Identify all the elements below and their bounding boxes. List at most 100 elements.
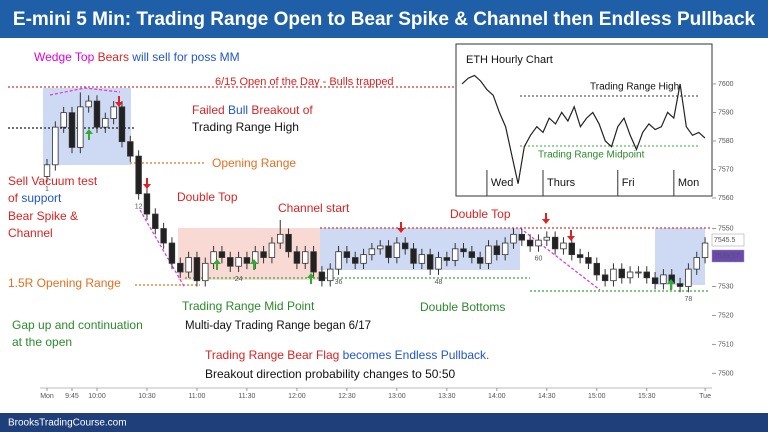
candle-body bbox=[177, 262, 184, 273]
candle-body bbox=[410, 248, 417, 264]
price-tag bbox=[711, 249, 745, 263]
footer: BrooksTradingCourse.com bbox=[8, 418, 127, 429]
annotation: Double Top bbox=[450, 207, 511, 221]
inset-title: ETH Hourly Chart bbox=[466, 54, 553, 66]
candle-body bbox=[468, 251, 476, 258]
candle-body bbox=[635, 271, 642, 274]
buy-arrow bbox=[307, 273, 315, 284]
inset-frame bbox=[455, 43, 713, 197]
y-tick-label: 7510 bbox=[718, 341, 734, 348]
buy-arrow bbox=[85, 129, 93, 140]
annotation: Trading Range Mid Point bbox=[182, 299, 315, 313]
x-tick-label: 12:30 bbox=[338, 393, 356, 400]
candle-body bbox=[510, 233, 517, 244]
candle-body bbox=[110, 106, 117, 119]
inset-annotation: Trading Range High bbox=[590, 82, 679, 93]
candle-body bbox=[268, 242, 276, 258]
candle-body bbox=[651, 277, 659, 284]
candle-body bbox=[601, 274, 609, 282]
candle-body bbox=[460, 248, 467, 253]
bar-number: 48 bbox=[435, 279, 443, 286]
annotation: 6/15 Open of the Day - Bulls trapped bbox=[215, 76, 394, 88]
annotation: 1.5R Opening Range bbox=[8, 276, 121, 290]
candle-body bbox=[626, 271, 634, 279]
x-tick-label: 11:30 bbox=[238, 393, 255, 400]
candle-body bbox=[243, 257, 251, 264]
bar-number: 12 bbox=[135, 203, 143, 210]
x-tick-label: Thurs bbox=[547, 177, 576, 189]
annotation: Gap up and continuation bbox=[12, 318, 143, 332]
candle-body bbox=[60, 112, 67, 128]
y-tick-label: 7580 bbox=[718, 138, 734, 145]
y-tick-label: 7550 bbox=[718, 225, 734, 232]
x-tick-label: Tue bbox=[699, 393, 711, 400]
annotation: Double Bottoms bbox=[420, 300, 505, 314]
x-tick-label: 14:00 bbox=[488, 393, 506, 400]
inset-annotation: Trading Range Midpoint bbox=[538, 150, 645, 161]
candle-body bbox=[593, 262, 600, 276]
annotation: at the open bbox=[12, 335, 72, 349]
x-tick-label: Fri bbox=[622, 177, 635, 189]
x-tick-label: Mon bbox=[678, 177, 699, 189]
y-tick-label: 7520 bbox=[718, 312, 734, 319]
candle-body bbox=[576, 254, 584, 258]
candle-body bbox=[526, 239, 534, 247]
x-tick-label: 12:00 bbox=[288, 393, 306, 400]
candle-body bbox=[418, 254, 426, 264]
annotation-part: Breakout of bbox=[248, 103, 313, 117]
x-tick-label: 14:30 bbox=[538, 393, 556, 400]
candle-body bbox=[660, 274, 667, 284]
x-tick-label: Wed bbox=[491, 177, 513, 189]
candle-body bbox=[401, 242, 409, 250]
annotation: Trading Range High bbox=[192, 120, 299, 134]
chart-title: E-mini 5 Min: Trading Range Open to Bear… bbox=[13, 9, 756, 30]
arrows bbox=[85, 96, 675, 290]
candle-body bbox=[235, 257, 242, 267]
candle-body bbox=[143, 193, 151, 215]
annotation-part: Wedge Top bbox=[34, 50, 98, 64]
candle-body bbox=[152, 213, 159, 229]
candle-body bbox=[285, 233, 292, 253]
candle-body bbox=[343, 251, 351, 258]
y-tick-label: 7570 bbox=[718, 166, 734, 173]
candle-body bbox=[476, 257, 484, 264]
x-tick-label: 9:45 bbox=[65, 393, 79, 400]
candle-body bbox=[43, 164, 51, 177]
candle-body bbox=[676, 283, 684, 287]
candle-body bbox=[93, 100, 101, 128]
candle-body bbox=[293, 251, 301, 264]
candle-body bbox=[185, 257, 192, 273]
y-tick-label: 7600 bbox=[718, 81, 734, 88]
buy-arrow bbox=[213, 259, 221, 270]
candle-body bbox=[585, 257, 592, 264]
buy-arrow bbox=[667, 279, 675, 290]
candle-body bbox=[385, 245, 392, 258]
candle-body bbox=[77, 106, 84, 148]
candle-body bbox=[701, 242, 709, 258]
x-tick-label: 11:00 bbox=[188, 393, 205, 400]
annotation: Trading Range Bear Flag becomes Endless … bbox=[205, 348, 489, 362]
candle-body bbox=[393, 242, 401, 258]
buy-arrow bbox=[250, 259, 258, 270]
candle-body bbox=[352, 257, 359, 264]
annotation-part: support bbox=[21, 191, 62, 205]
bar-number: 24 bbox=[235, 276, 243, 283]
candle-body bbox=[127, 141, 134, 157]
annotation: Bear Spike & bbox=[8, 209, 78, 223]
candle-body bbox=[52, 126, 59, 166]
x-tick-label: 13:00 bbox=[388, 393, 406, 400]
annotation-part: will sell for poss MM bbox=[129, 50, 240, 64]
x-tick-label: 10:00 bbox=[88, 393, 106, 400]
candle-body bbox=[560, 242, 567, 250]
sell-arrow bbox=[542, 213, 550, 224]
candle-body bbox=[443, 257, 451, 261]
wedge-line bbox=[49, 87, 121, 96]
y-tick-label: 7530 bbox=[718, 283, 734, 290]
x-tick-label: 15:30 bbox=[638, 393, 656, 400]
annotation: Double Top bbox=[177, 190, 238, 204]
candle-body bbox=[160, 228, 167, 244]
annotation: Wedge Top Bears will sell for poss MM bbox=[34, 50, 240, 64]
price-tag bbox=[711, 233, 745, 247]
annotations: Wedge Top Bears will sell for poss MM 6/… bbox=[8, 50, 511, 381]
channel-line bbox=[519, 227, 601, 291]
